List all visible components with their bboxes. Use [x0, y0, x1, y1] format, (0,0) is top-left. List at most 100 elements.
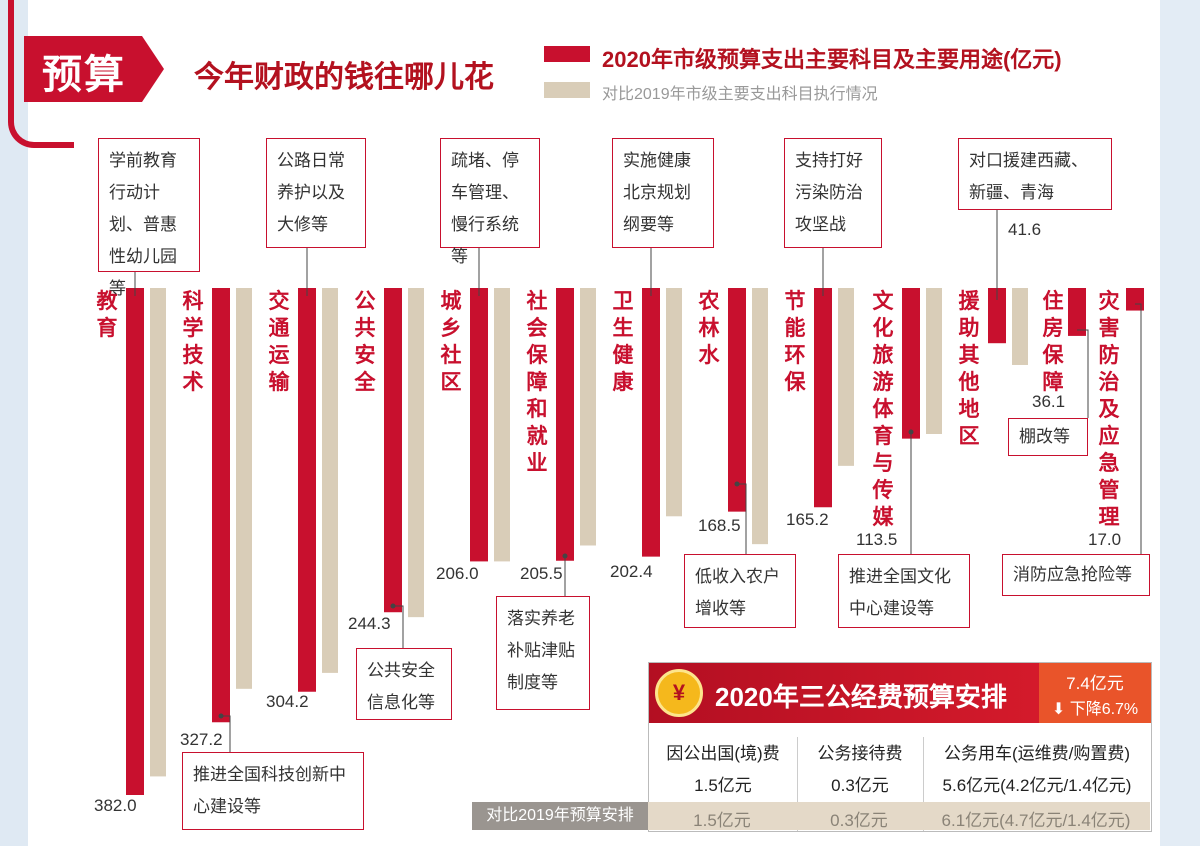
bar-2020-health — [642, 288, 660, 557]
leader-anchor-dot — [562, 553, 568, 559]
bar-2019-urban-rural — [494, 288, 510, 562]
bar-2020-public-safety — [384, 288, 402, 613]
bar-2020-environment — [814, 288, 832, 508]
category-label-housing: 住房保障 — [1042, 290, 1064, 394]
bar-2020-housing — [1068, 288, 1086, 336]
category-label-health: 卫生健康 — [612, 290, 634, 394]
right-margin-strip — [1156, 0, 1200, 846]
bar-2019-health — [666, 288, 682, 517]
value-label-public-safety: 244.3 — [348, 614, 391, 633]
bar-2019-aid — [1012, 288, 1028, 365]
value-label-science: 327.2 — [180, 730, 223, 749]
leader-line-agriculture — [737, 483, 747, 554]
bar-2019-environment — [838, 288, 854, 466]
legend-previous: 对比2019年市级主要支出科目执行情况 — [602, 86, 878, 103]
value-label-housing: 36.1 — [1032, 392, 1066, 411]
bar-2019-science — [236, 288, 252, 689]
decorative-red-frame — [8, 0, 74, 148]
value-label-urban-rural: 206.0 — [436, 564, 479, 583]
category-label-aid: 援助其他地区 — [958, 290, 980, 448]
bar-2020-culture — [902, 288, 920, 439]
bar-2020-aid — [988, 288, 1006, 344]
col-value-overseas: 1.5亿元 — [694, 776, 752, 795]
value-label-agriculture: 168.5 — [698, 516, 741, 535]
value-label-social-security: 205.5 — [520, 564, 563, 583]
note-housing: 棚改等 — [1008, 418, 1088, 456]
note-urban-rural: 疏堵、停车管理、慢行系统等 — [440, 138, 540, 266]
page-headline: 今年财政的钱往哪儿花 — [194, 61, 494, 94]
category-label-environment: 节能环保 — [784, 290, 806, 394]
three-public-title: 2020年三公经费预算安排 — [715, 682, 1007, 712]
col-value-reception: 0.3亿元 — [831, 776, 889, 795]
col-header-reception: 公务接待费 — [817, 744, 903, 763]
value-label-education: 382.0 — [94, 796, 137, 815]
bar-2019-social-security — [580, 288, 596, 546]
badge-arrow-shape — [24, 36, 164, 102]
category-label-disaster: 灾害防治及应急管理 — [1098, 290, 1120, 529]
category-label-education: 教育 — [96, 290, 118, 340]
compare-row-label: 对比2019年预算安排 — [472, 802, 648, 830]
legend-swatch-current — [544, 46, 590, 62]
note-agriculture: 低收入农户增收等 — [684, 554, 796, 628]
compare-value-vehicles: 6.1亿元(4.7亿元/1.4亿元) — [941, 811, 1131, 830]
three-public-decline-text: 下降6.7% — [1069, 701, 1139, 718]
note-education: 学前教育行动计划、普惠性幼儿园等 — [98, 138, 200, 298]
table-divider — [797, 737, 798, 831]
leader-anchor-dot — [390, 603, 396, 609]
note-disaster: 消防应急抢险等 — [1002, 554, 1150, 596]
value-label-aid: 41.6 — [1008, 220, 1042, 239]
note-social-security: 落实养老补贴津贴制度等 — [496, 596, 590, 710]
leader-anchor-dot — [734, 481, 740, 487]
three-public-total-panel: 7.4亿元 ⬇ 下降6.7% — [1039, 663, 1151, 723]
col-header-overseas: 因公出国(境)费 — [666, 744, 780, 763]
bar-2020-urban-rural — [470, 288, 488, 562]
down-arrow-icon: ⬇ — [1051, 701, 1066, 718]
leader-line-housing — [1077, 329, 1089, 418]
bar-2020-education — [126, 288, 144, 795]
category-label-agriculture: 农林水 — [698, 290, 720, 367]
section-badge: 预算 — [42, 52, 126, 97]
value-label-transport: 304.2 — [266, 692, 309, 711]
col-header-vehicles: 公务用车(运维费/购置费) — [943, 744, 1131, 763]
table-divider — [923, 737, 924, 831]
category-label-transport: 交通运输 — [268, 290, 290, 394]
bar-2019-education — [150, 288, 166, 777]
value-label-environment: 165.2 — [786, 510, 829, 529]
note-science: 推进全国科技创新中心建设等 — [182, 752, 364, 830]
legend-swatch-previous — [544, 82, 590, 98]
leader-anchor-dot — [908, 429, 914, 435]
note-culture: 推进全国文化中心建设等 — [838, 554, 970, 628]
leader-anchor-dot — [218, 713, 224, 719]
category-label-social-security: 社会保障和就业 — [526, 290, 548, 475]
note-transport: 公路日常养护以及大修等 — [266, 138, 366, 248]
bar-2019-transport — [322, 288, 338, 673]
note-environment: 支持打好污染防治攻坚战 — [784, 138, 882, 248]
leader-line-public-safety — [393, 605, 404, 648]
value-label-disaster: 17.0 — [1088, 530, 1122, 549]
category-label-culture: 文化旅游体育与传媒 — [872, 290, 894, 529]
category-label-science: 科学技术 — [182, 290, 204, 394]
compare-value-reception: 0.3亿元 — [830, 811, 888, 830]
bar-2020-science — [212, 288, 230, 723]
leader-line-science — [221, 715, 231, 752]
note-public-safety: 公共安全信息化等 — [356, 648, 452, 720]
category-label-urban-rural: 城乡社区 — [440, 290, 462, 394]
value-label-health: 202.4 — [610, 562, 653, 581]
yuan-coin-icon: ¥ — [655, 669, 703, 717]
bar-2020-transport — [298, 288, 316, 692]
bar-2019-public-safety — [408, 288, 424, 618]
value-label-culture: 113.5 — [856, 530, 898, 549]
bar-2019-culture — [926, 288, 942, 434]
three-public-total: 7.4亿元 — [1066, 674, 1124, 693]
bar-2019-agriculture — [752, 288, 768, 545]
note-health: 实施健康北京规划纲要等 — [612, 138, 714, 248]
leader-line-disaster — [1135, 303, 1142, 554]
category-label-public-safety: 公共安全 — [354, 290, 376, 394]
compare-value-overseas: 1.5亿元 — [693, 811, 751, 830]
bar-2020-disaster — [1126, 288, 1144, 311]
three-public-decline: ⬇ 下降6.7% — [1039, 695, 1151, 719]
col-value-vehicles: 5.6亿元(4.2亿元/1.4亿元) — [942, 776, 1132, 795]
bar-2020-social-security — [556, 288, 574, 561]
bar-2020-agriculture — [728, 288, 746, 512]
